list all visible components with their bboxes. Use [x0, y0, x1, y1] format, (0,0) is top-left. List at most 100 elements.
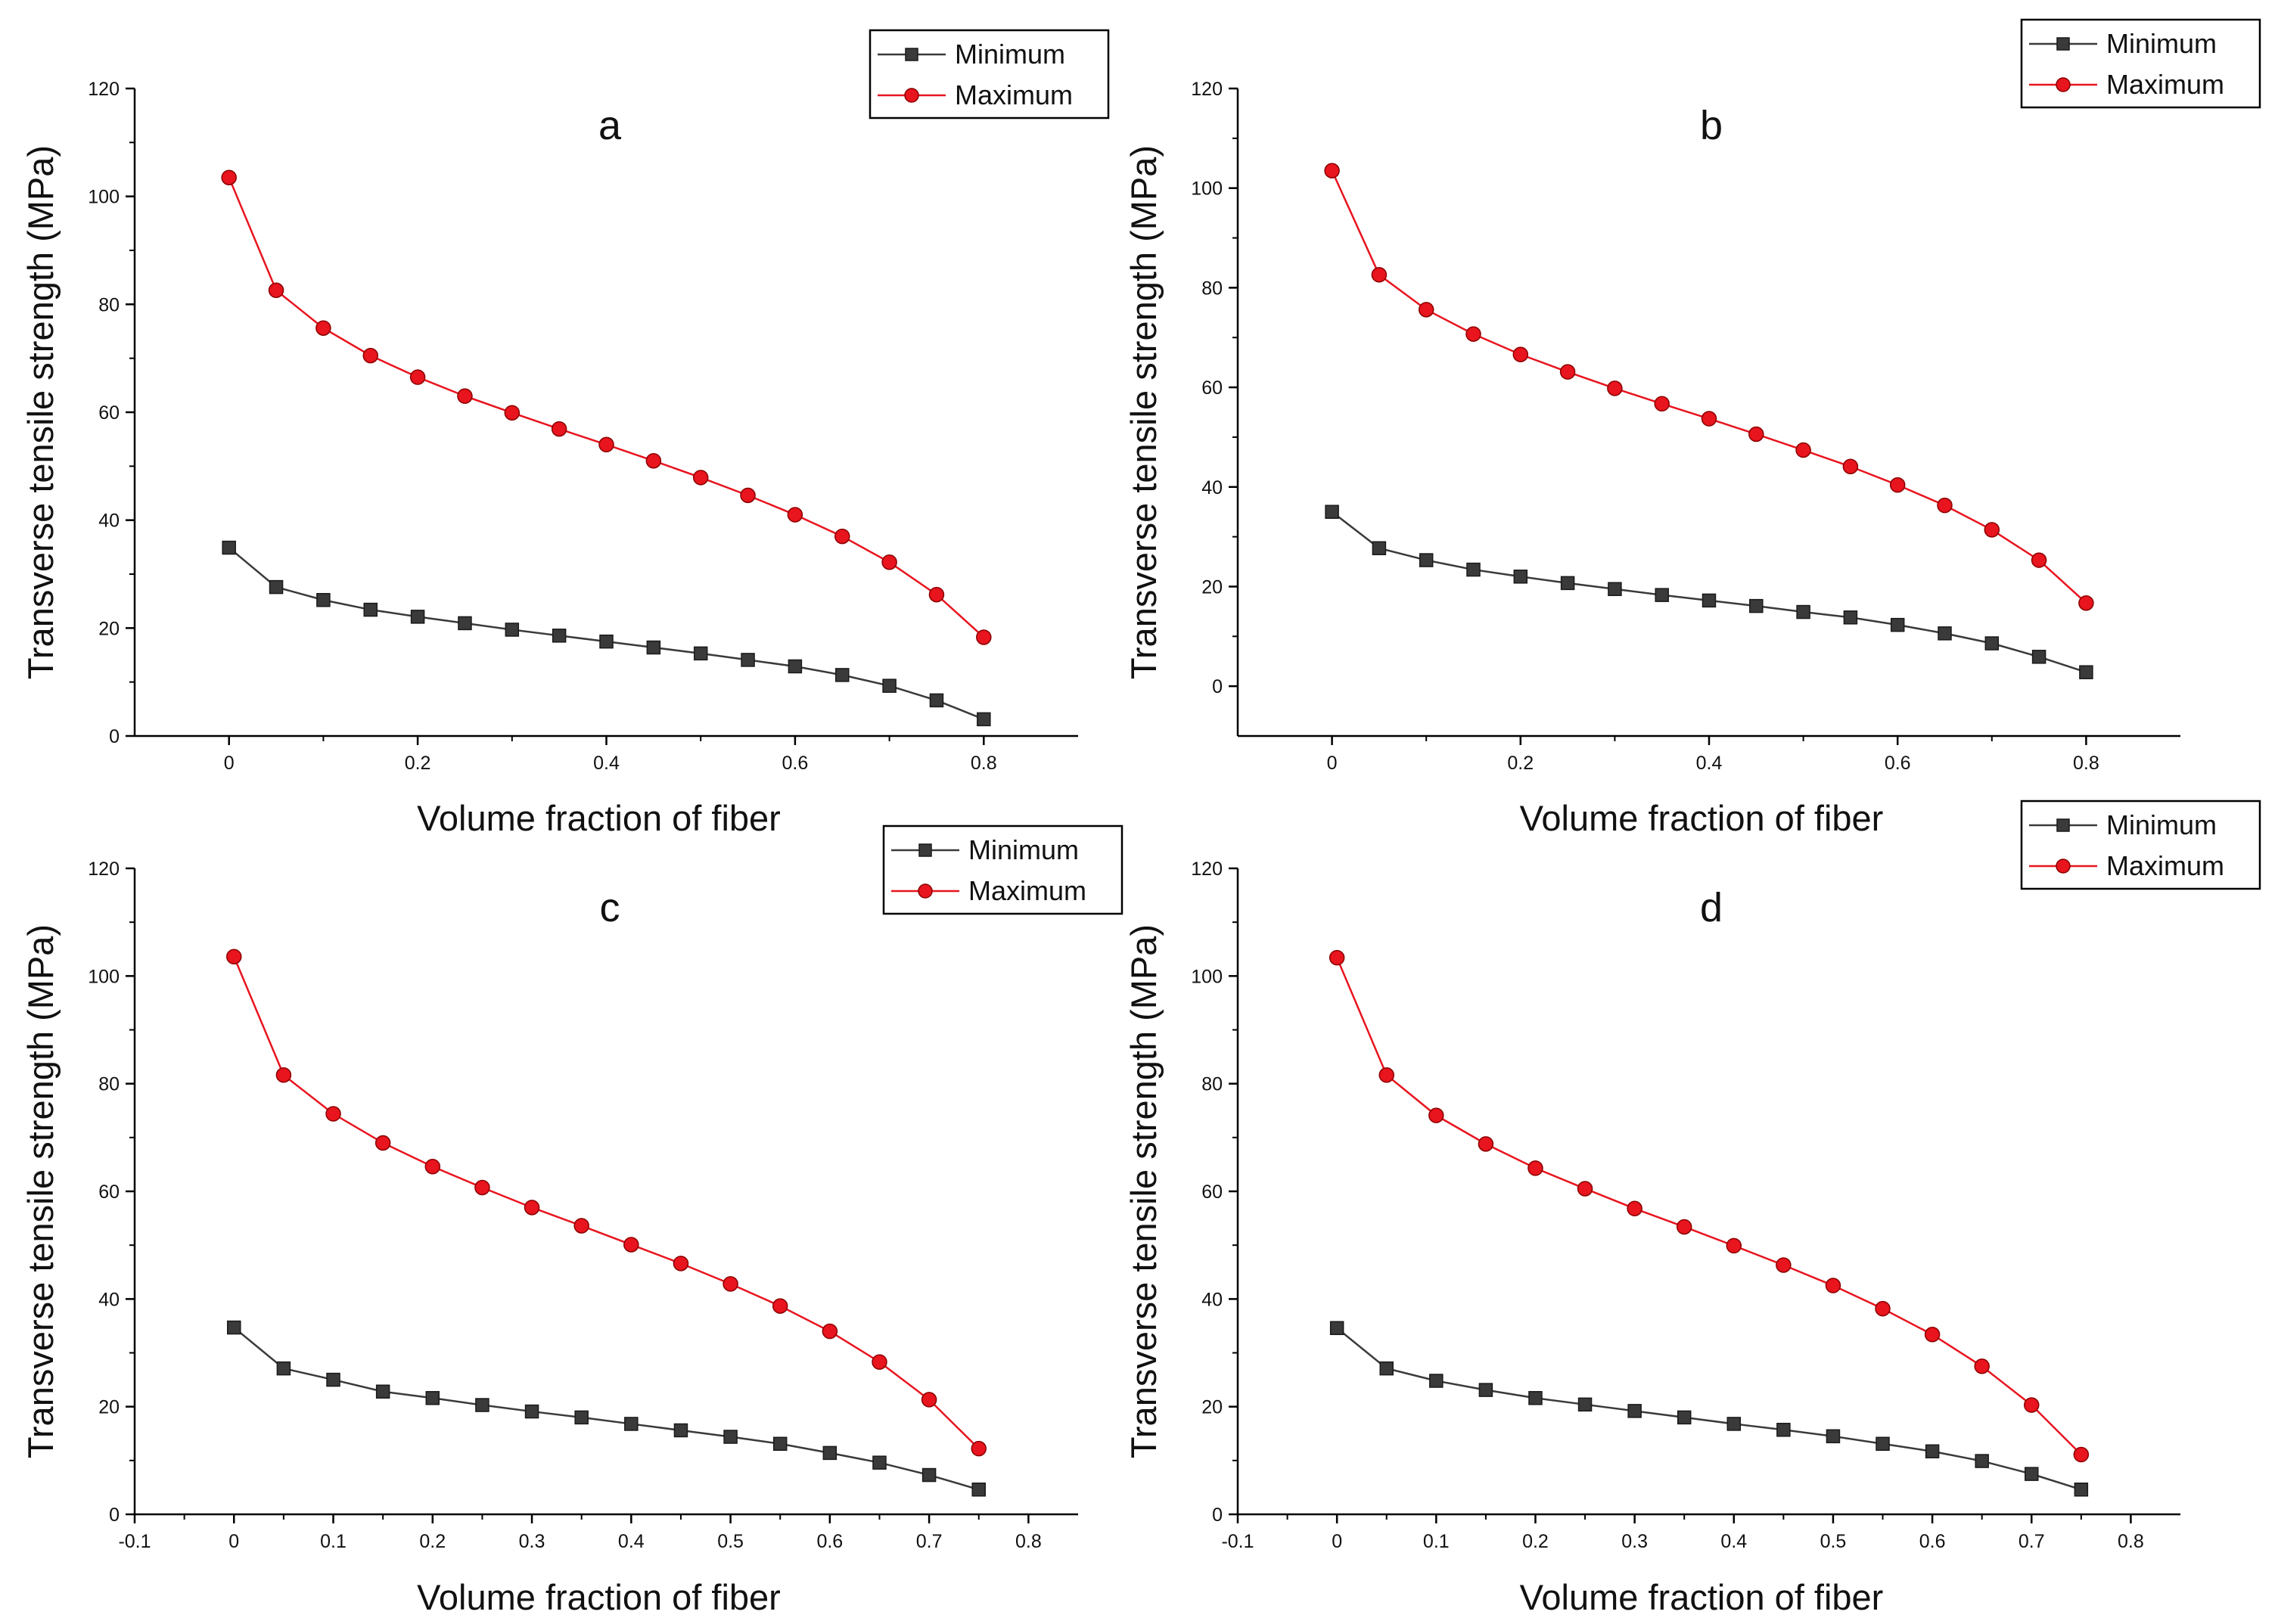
legend-box — [2020, 800, 2261, 890]
data-point-maximum — [1607, 380, 1623, 396]
x-tick-label: 0.1 — [320, 1531, 347, 1552]
data-point-minimum — [1776, 1423, 1791, 1437]
x-tick-label: 0.3 — [519, 1531, 545, 1552]
x-tick-label: 0.8 — [971, 753, 997, 774]
x-tick-label: 0.6 — [1919, 1531, 1946, 1552]
data-point-maximum — [1748, 426, 1764, 442]
data-point-maximum — [1478, 1136, 1494, 1152]
x-tick-label: -0.1 — [1221, 1531, 1254, 1552]
data-point-maximum — [1776, 1257, 1792, 1273]
legend-label: Minimum — [2106, 28, 2217, 59]
data-point-minimum — [1677, 1410, 1692, 1425]
data-point-minimum — [1702, 593, 1717, 608]
chart-panel-a: 0 20 40 60 80 100 120 0 0.2 0.4 0.6 0.8 Transverse t… — [20, 29, 1110, 838]
y-tick-label: 120 — [88, 79, 120, 100]
x-tick-label: 0 — [1327, 753, 1338, 774]
data-point-minimum — [822, 1445, 838, 1461]
data-point-minimum — [276, 1361, 291, 1376]
x-tick-label: 0.7 — [2019, 1531, 2045, 1552]
series-line-minimum — [233, 1327, 980, 1491]
data-point-minimum — [971, 1483, 986, 1497]
x-tick-label: 0 — [1332, 1531, 1342, 1552]
x-tick-label: 0.6 — [1885, 753, 1911, 774]
y-tick-label: 60 — [98, 402, 120, 424]
data-point-maximum — [1329, 949, 1345, 966]
legend-marker-circle — [904, 88, 919, 103]
x-tick-label: 0 — [228, 1531, 239, 1552]
legend-marker-square — [905, 48, 918, 61]
x-tick-label: 0 — [224, 753, 235, 774]
data-point-maximum — [834, 528, 850, 545]
legend-label: Minimum — [955, 39, 1065, 70]
data-point-minimum — [1876, 1436, 1890, 1452]
y-tick-label: 20 — [98, 1397, 120, 1418]
y-tick-label: 120 — [1191, 79, 1223, 100]
data-point-maximum — [362, 347, 378, 364]
y-tick-label: 20 — [98, 618, 120, 639]
y-tick-label: 60 — [1201, 1182, 1223, 1203]
data-point-maximum — [474, 1179, 490, 1196]
y-tick-label: 40 — [1201, 1289, 1223, 1310]
y-axis-title: Transverse tensile strength (MPa) — [1123, 145, 1164, 679]
y-tick-label: 60 — [98, 1182, 120, 1203]
data-point-minimum — [1796, 604, 1810, 619]
x-tick-label: 0.4 — [618, 1531, 645, 1552]
data-point-minimum — [1627, 1404, 1642, 1418]
x-tick-label: 0.5 — [1820, 1531, 1847, 1552]
series-line-maximum — [1336, 957, 2082, 1455]
data-point-minimum — [1528, 1391, 1543, 1405]
x-tick-label: 0.2 — [1522, 1531, 1549, 1552]
data-point-maximum — [881, 554, 897, 570]
data-point-maximum — [374, 1135, 391, 1151]
series-line-maximum — [233, 956, 980, 1450]
data-point-minimum — [1466, 562, 1481, 577]
data-point-maximum — [723, 1276, 738, 1292]
data-point-minimum — [1608, 582, 1622, 597]
y-tick-label: 20 — [1201, 1397, 1223, 1418]
data-point-maximum — [623, 1237, 639, 1253]
x-tick-label: 0.8 — [2073, 753, 2099, 774]
chart-panel-c: 0 20 40 60 80 100 120 -0.1 0 0.1 0.2 0.3 0.4 0.5 0.6 0.… — [20, 824, 1123, 1617]
legend-label: Minimum — [2106, 809, 2217, 840]
x-tick-label: -0.1 — [118, 1531, 151, 1552]
y-tick-label: 0 — [109, 726, 120, 747]
y-tick-label: 100 — [88, 187, 120, 208]
y-tick-label: 80 — [98, 294, 120, 315]
legend: Minimum Maximum — [2020, 800, 2261, 890]
data-point-minimum — [458, 616, 472, 631]
data-point-maximum — [822, 1323, 838, 1340]
data-point-maximum — [1378, 1067, 1394, 1083]
x-tick-label: 0.8 — [2118, 1531, 2144, 1552]
data-point-maximum — [424, 1159, 441, 1175]
y-tick-label: 20 — [1201, 576, 1223, 598]
x-tick-label: 0.6 — [782, 753, 809, 774]
data-point-minimum — [2025, 1467, 2039, 1481]
data-point-minimum — [1890, 617, 1905, 632]
legend-marker-circle — [2056, 859, 2071, 874]
legend-marker-square — [2056, 37, 2070, 51]
y-tick-label: 80 — [1201, 278, 1223, 299]
data-point-maximum — [1795, 442, 1811, 458]
data-point-minimum — [1419, 553, 1434, 567]
data-point-minimum — [222, 540, 236, 555]
x-tick-label: 0.6 — [816, 1531, 843, 1552]
data-point-maximum — [1984, 522, 2000, 538]
legend: Minimum Maximum — [2020, 18, 2261, 109]
series-line-minimum — [1331, 511, 2087, 673]
data-point-minimum — [2031, 650, 2046, 664]
data-point-minimum — [524, 1404, 539, 1419]
x-axis-title: Volume fraction of fiber — [417, 1577, 781, 1617]
series-line-minimum — [228, 547, 984, 721]
data-point-minimum — [741, 653, 755, 667]
panel-letter: b — [1700, 103, 1723, 148]
x-tick-label: 0.4 — [593, 753, 620, 774]
chart-panel-b: 0 20 40 60 80 100 120 0 0.2 0.4 0.6 0.8 Transverse t… — [1123, 18, 2261, 838]
x-tick-label: 0.7 — [916, 1531, 943, 1552]
chart-panel-d: 0 20 40 60 80 100 120 -0.1 0 0.1 0.2 0.3 0.4 0.5 0.6 0.… — [1123, 800, 2261, 1617]
data-point-maximum — [1825, 1278, 1841, 1293]
panel-letter: a — [598, 103, 622, 148]
data-point-maximum — [2024, 1397, 2040, 1413]
data-point-minimum — [2074, 1483, 2089, 1497]
legend-box — [2020, 18, 2261, 109]
data-point-minimum — [599, 634, 614, 649]
